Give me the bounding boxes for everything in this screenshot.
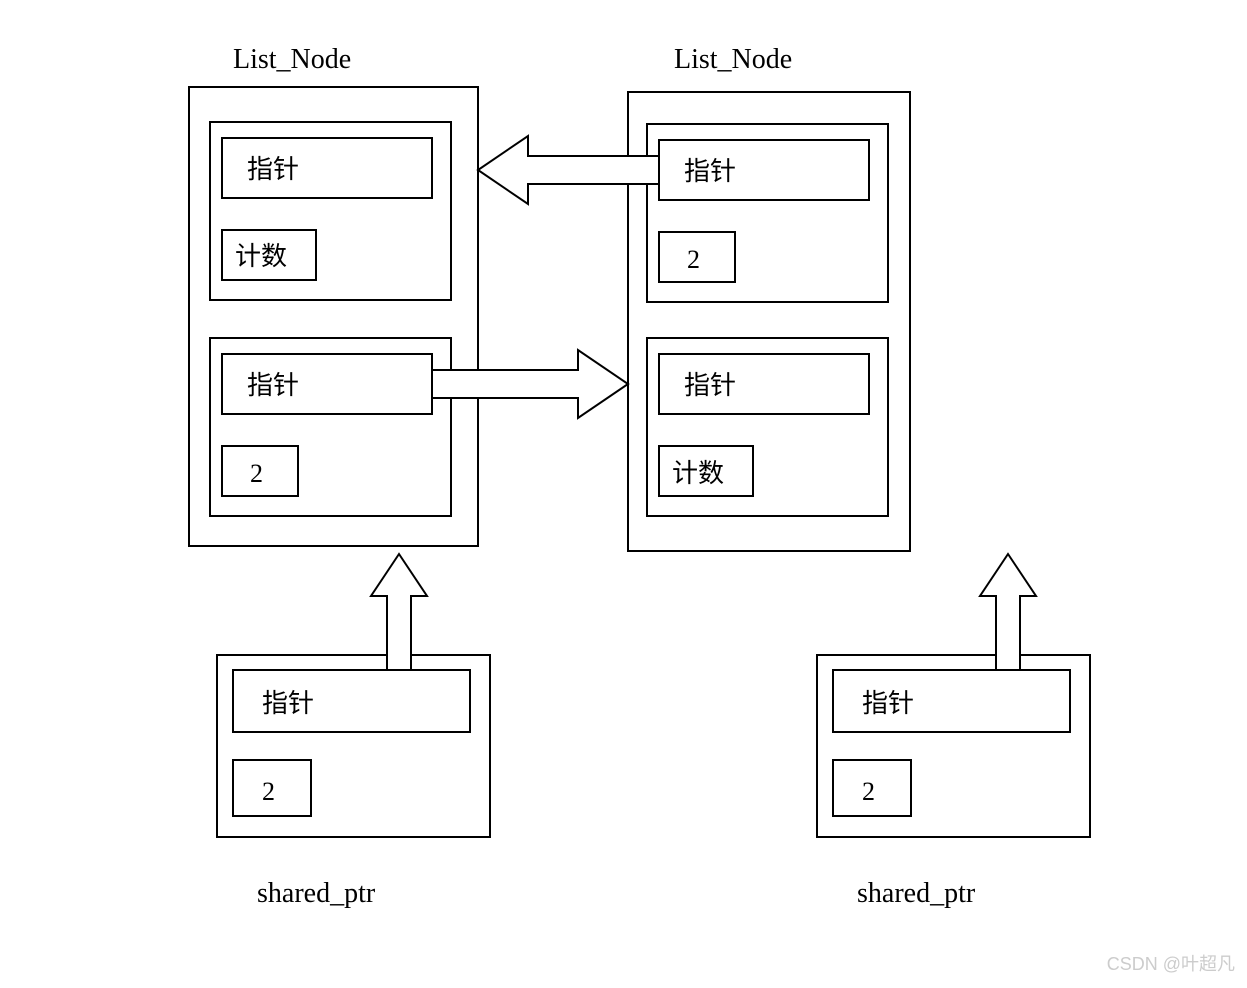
left_shared_ptr-label-1: 2 [262, 777, 275, 806]
left_list_node-title: List_Node [233, 44, 351, 75]
right_list_node-group-1-label-0: 指针 [684, 371, 736, 400]
right_list_node-group-1-label-1: 计数 [672, 459, 724, 488]
watermark: CSDN @叶超凡 [1107, 950, 1235, 976]
left_list_node-group-0 [210, 122, 451, 300]
left_list_node-box [189, 87, 478, 546]
left_shared_ptr-label-0: 指针 [262, 689, 314, 718]
left_list_node-group-0-label-0: 指针 [247, 155, 299, 184]
arrow-left-shared-up [371, 554, 427, 670]
left_list_node-group-1-label-0: 指针 [247, 371, 299, 400]
right_shared_ptr-title: shared_ptr [857, 878, 976, 909]
right_list_node-box [628, 92, 910, 551]
right_list_node-group-0 [647, 124, 888, 302]
arrow-right-to-left [478, 136, 659, 204]
right_shared_ptr-label-0: 指针 [862, 689, 914, 718]
arrow-left-to-right [432, 350, 628, 418]
arrow-right-shared-up [980, 554, 1036, 670]
right_list_node-group-0-label-0: 指针 [684, 157, 736, 186]
left_list_node-group-1 [210, 338, 451, 516]
right_list_node-group-0-label-1: 2 [687, 245, 700, 274]
left_shared_ptr-title: shared_ptr [257, 878, 376, 909]
right_list_node-group-1 [647, 338, 888, 516]
left_list_node-group-0-label-1: 计数 [235, 242, 287, 271]
right_list_node-title: List_Node [674, 44, 792, 75]
diagram-canvas: List_Node指针计数指针2List_Node指针2指针计数shared_p… [0, 0, 1247, 988]
left_shared_ptr-box [217, 655, 490, 837]
right_shared_ptr-label-1: 2 [862, 777, 875, 806]
right_shared_ptr-box [817, 655, 1090, 837]
left_list_node-group-1-label-1: 2 [250, 459, 263, 488]
